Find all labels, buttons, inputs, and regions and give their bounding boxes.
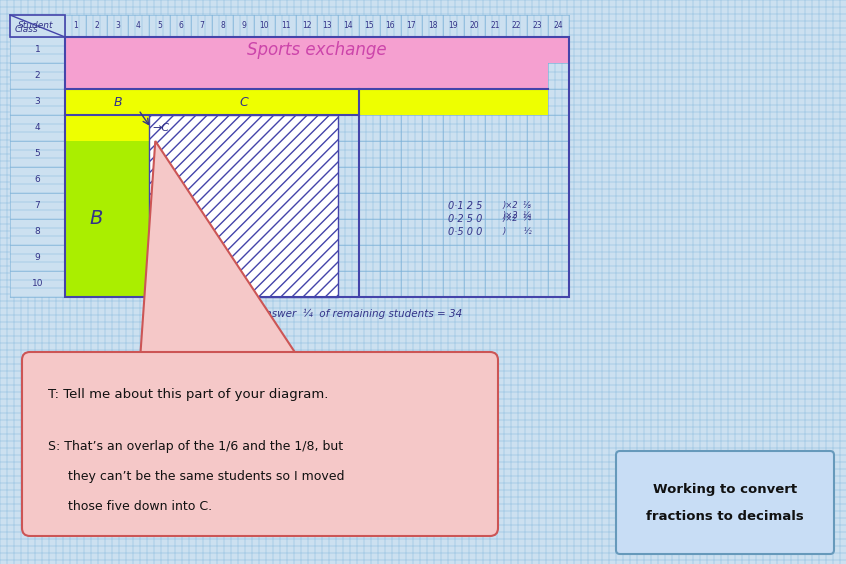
Text: 12: 12 <box>302 21 311 30</box>
Text: 0·5 0 0: 0·5 0 0 <box>448 227 482 237</box>
Bar <box>65 37 569 297</box>
Bar <box>65 167 149 193</box>
Text: 7: 7 <box>199 21 204 30</box>
Bar <box>65 141 149 167</box>
Text: those five down into C.: those five down into C. <box>48 500 212 513</box>
Text: →C: →C <box>152 123 169 133</box>
Text: 6: 6 <box>178 21 183 30</box>
Bar <box>65 115 149 141</box>
Text: Sports exchange: Sports exchange <box>247 41 387 59</box>
Bar <box>65 115 233 141</box>
Bar <box>149 115 338 297</box>
Text: Student: Student <box>18 21 53 30</box>
Bar <box>65 63 548 89</box>
Text: 24: 24 <box>553 21 563 30</box>
Bar <box>65 219 149 245</box>
Text: T: Tell me about this part of your diagram.: T: Tell me about this part of your diagr… <box>48 388 328 401</box>
Bar <box>65 89 548 115</box>
Text: 0·1 2 5: 0·1 2 5 <box>448 201 482 211</box>
Text: 2: 2 <box>94 21 99 30</box>
Text: 18: 18 <box>428 21 437 30</box>
Text: 1: 1 <box>73 21 78 30</box>
Text: B: B <box>113 95 122 108</box>
Text: 11: 11 <box>281 21 290 30</box>
Text: 10: 10 <box>32 280 43 289</box>
Text: )×2  ¼: )×2 ¼ <box>503 214 532 223</box>
Text: 17: 17 <box>407 21 416 30</box>
Text: 16: 16 <box>386 21 395 30</box>
Text: 0·2 5 0: 0·2 5 0 <box>448 214 482 224</box>
Text: 21: 21 <box>491 21 500 30</box>
Bar <box>65 37 569 63</box>
FancyBboxPatch shape <box>616 451 834 554</box>
Text: 7: 7 <box>35 201 41 210</box>
Bar <box>65 271 149 297</box>
FancyBboxPatch shape <box>22 352 498 536</box>
Text: 3: 3 <box>35 98 41 107</box>
Bar <box>138 359 302 369</box>
Text: Class: Class <box>15 25 39 34</box>
Bar <box>10 15 569 297</box>
Text: 1: 1 <box>35 46 41 55</box>
Text: 23: 23 <box>533 21 542 30</box>
Text: 6: 6 <box>35 175 41 184</box>
Bar <box>65 89 149 115</box>
Text: 5: 5 <box>157 21 162 30</box>
Bar <box>65 193 149 219</box>
Text: 2: 2 <box>35 72 41 81</box>
Text: fractions to decimals: fractions to decimals <box>646 510 804 523</box>
Bar <box>65 245 149 271</box>
Text: they can’t be the same students so I moved: they can’t be the same students so I mov… <box>48 470 344 483</box>
Text: 13: 13 <box>322 21 332 30</box>
Text: 9: 9 <box>241 21 246 30</box>
Text: 22: 22 <box>512 21 521 30</box>
Bar <box>10 15 65 37</box>
Polygon shape <box>140 141 300 360</box>
Text: 10: 10 <box>260 21 269 30</box>
Text: 3: 3 <box>115 21 120 30</box>
Text: B: B <box>90 209 103 228</box>
Text: C: C <box>239 95 248 108</box>
Text: S: That’s an overlap of the 1/6 and the 1/8, but: S: That’s an overlap of the 1/6 and the … <box>48 440 343 453</box>
Text: 9: 9 <box>35 253 41 262</box>
Text: Answer  ¼  of remaining students = 34: Answer ¼ of remaining students = 34 <box>259 309 464 319</box>
Text: 15: 15 <box>365 21 374 30</box>
Text: )       ½: ) ½ <box>503 227 533 236</box>
Text: Working to convert: Working to convert <box>653 483 797 496</box>
Text: 8: 8 <box>220 21 225 30</box>
Text: )×2  ⅛
)×2  ¼: )×2 ⅛ )×2 ¼ <box>503 201 532 221</box>
Text: 19: 19 <box>448 21 459 30</box>
Text: 5: 5 <box>35 149 41 158</box>
Text: 14: 14 <box>343 21 354 30</box>
Text: 8: 8 <box>35 227 41 236</box>
Text: 4: 4 <box>136 21 141 30</box>
Text: 4: 4 <box>35 124 41 133</box>
Text: 20: 20 <box>470 21 480 30</box>
